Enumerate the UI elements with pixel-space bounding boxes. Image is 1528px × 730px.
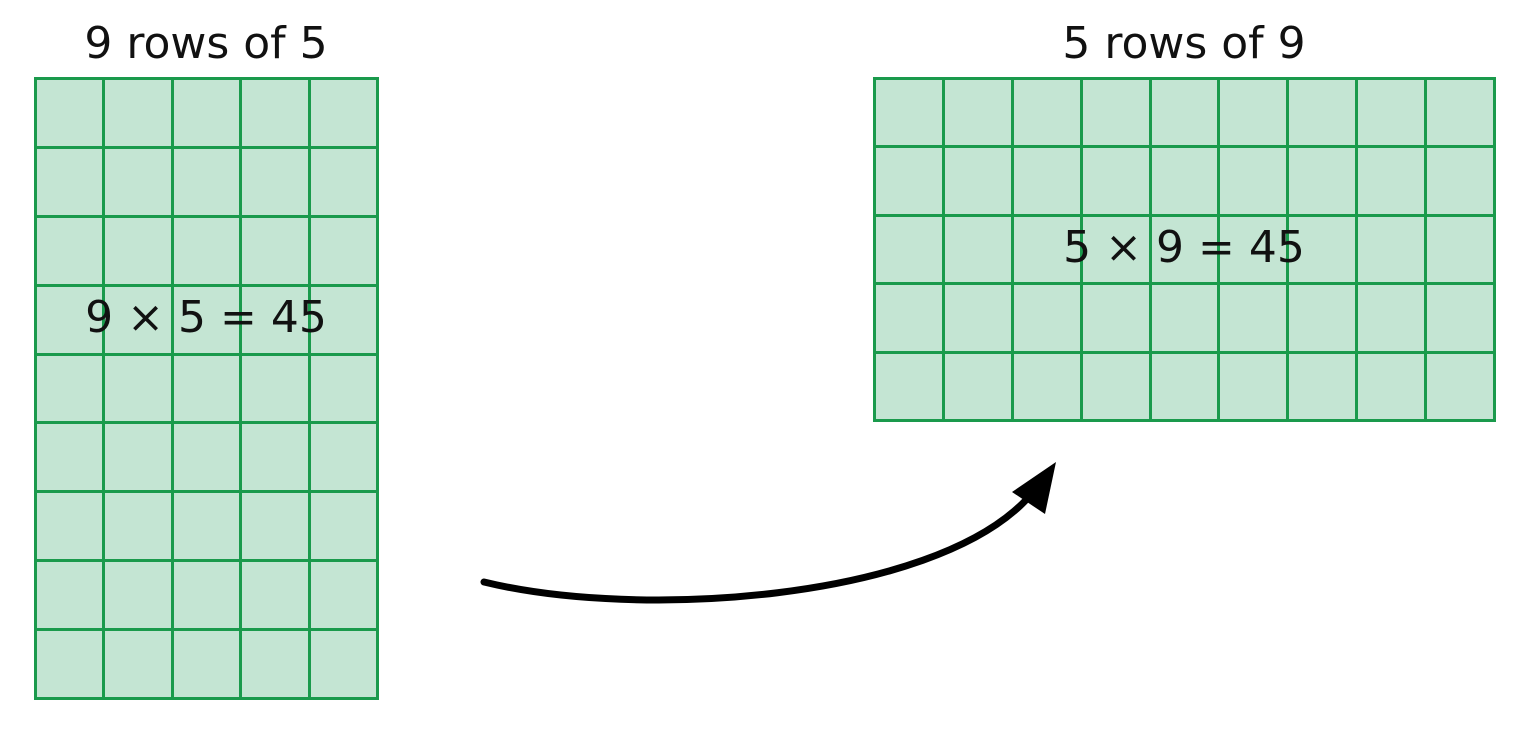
right-array-cell xyxy=(1427,353,1496,422)
right-array-equation: 5 × 9 = 45 xyxy=(1063,222,1305,273)
left-array-cell xyxy=(105,355,174,425)
left-array-cell xyxy=(37,355,106,425)
left-array-grid xyxy=(34,77,379,700)
right-array-cell xyxy=(1082,148,1152,217)
left-array-cell xyxy=(105,562,174,632)
left-array-cell xyxy=(242,493,311,563)
left-array-cell xyxy=(105,631,174,700)
right-array-cell xyxy=(1427,285,1496,354)
right-array-cell xyxy=(944,285,1014,354)
left-array-cell xyxy=(105,217,174,287)
right-array-cell xyxy=(876,285,945,354)
left-array-cell xyxy=(310,631,379,700)
right-array-cell xyxy=(1013,148,1083,217)
left-array-cell xyxy=(37,80,106,149)
right-array-cell xyxy=(1151,285,1221,354)
left-array-cell xyxy=(242,562,311,632)
right-array-cell xyxy=(1358,80,1428,149)
left-array-cell xyxy=(173,286,243,356)
left-array-cell xyxy=(242,217,311,287)
right-array-cell xyxy=(944,353,1014,422)
right-array-cell xyxy=(1151,216,1221,286)
right-array-cell xyxy=(876,353,945,422)
right-array-cell xyxy=(1427,80,1496,149)
left-array-cell xyxy=(173,148,243,218)
left-array-cell xyxy=(310,424,379,494)
right-array-cell xyxy=(944,216,1014,286)
right-array-title: 5 rows of 9 xyxy=(1062,18,1306,69)
left-array-cell xyxy=(310,217,379,287)
right-array-cell xyxy=(1358,353,1428,422)
left-array-cell xyxy=(173,424,243,494)
right-array-cell xyxy=(1082,353,1152,422)
left-array-cell xyxy=(105,424,174,494)
right-array-cell xyxy=(1427,216,1496,286)
left-array-cell xyxy=(310,148,379,218)
left-array-cell xyxy=(310,493,379,563)
right-array-cell xyxy=(876,148,945,217)
right-array-cell xyxy=(1358,216,1428,286)
right-array-cell xyxy=(944,80,1014,149)
left-array-title: 9 rows of 5 xyxy=(84,18,328,69)
right-array-cell xyxy=(1220,353,1290,422)
right-array-cell xyxy=(1082,285,1152,354)
left-array-cell xyxy=(105,286,174,356)
right-array-cell xyxy=(1289,353,1359,422)
left-array-cell xyxy=(310,80,379,149)
left-array-cell xyxy=(105,493,174,563)
right-array-cell xyxy=(1220,285,1290,354)
right-array-cell xyxy=(1082,80,1152,149)
left-array-equation: 9 × 5 = 45 xyxy=(85,292,327,343)
left-array-cell xyxy=(310,355,379,425)
right-array-cell xyxy=(876,80,945,149)
left-array-cell xyxy=(173,562,243,632)
right-array-cell xyxy=(1289,216,1359,286)
right-array-cell xyxy=(876,216,945,286)
left-array-cell xyxy=(37,493,106,563)
right-array-grid xyxy=(873,77,1496,422)
left-array-cell xyxy=(242,631,311,700)
left-array-cell xyxy=(310,286,379,356)
right-array-cell xyxy=(1013,216,1083,286)
right-array-cell xyxy=(1289,148,1359,217)
left-array-cell xyxy=(37,631,106,700)
left-array-cell xyxy=(173,493,243,563)
right-array-cell xyxy=(1151,148,1221,217)
right-array-cell xyxy=(1151,80,1221,149)
left-array-cell xyxy=(105,80,174,149)
left-array-cell xyxy=(310,562,379,632)
left-array-cell xyxy=(242,355,311,425)
right-array-cell xyxy=(944,148,1014,217)
right-array-cell xyxy=(1427,148,1496,217)
arrow-head xyxy=(1012,462,1056,514)
left-array-cell xyxy=(37,562,106,632)
arrow-shaft xyxy=(480,496,1030,604)
left-array-cell xyxy=(37,217,106,287)
left-array-cell xyxy=(242,80,311,149)
right-array-cell xyxy=(1358,285,1428,354)
left-array-cell xyxy=(242,424,311,494)
right-array-cell xyxy=(1013,285,1083,354)
left-array-cell xyxy=(37,148,106,218)
right-array-cell xyxy=(1151,353,1221,422)
left-array-cell xyxy=(173,217,243,287)
right-array-cell xyxy=(1289,285,1359,354)
left-array-cell xyxy=(105,148,174,218)
left-array-cell xyxy=(242,148,311,218)
left-array-cell xyxy=(173,355,243,425)
left-array-cell xyxy=(37,424,106,494)
right-array-cell xyxy=(1220,80,1290,149)
left-array-cell xyxy=(242,286,311,356)
right-array-cell xyxy=(1013,80,1083,149)
left-array-cell xyxy=(173,80,243,149)
right-array-cell xyxy=(1082,216,1152,286)
right-array-cell xyxy=(1220,216,1290,286)
left-array-cell xyxy=(173,631,243,700)
left-array-cell xyxy=(37,286,106,356)
right-array-cell xyxy=(1358,148,1428,217)
right-array-cell xyxy=(1289,80,1359,149)
right-array-cell xyxy=(1013,353,1083,422)
right-array-cell xyxy=(1220,148,1290,217)
